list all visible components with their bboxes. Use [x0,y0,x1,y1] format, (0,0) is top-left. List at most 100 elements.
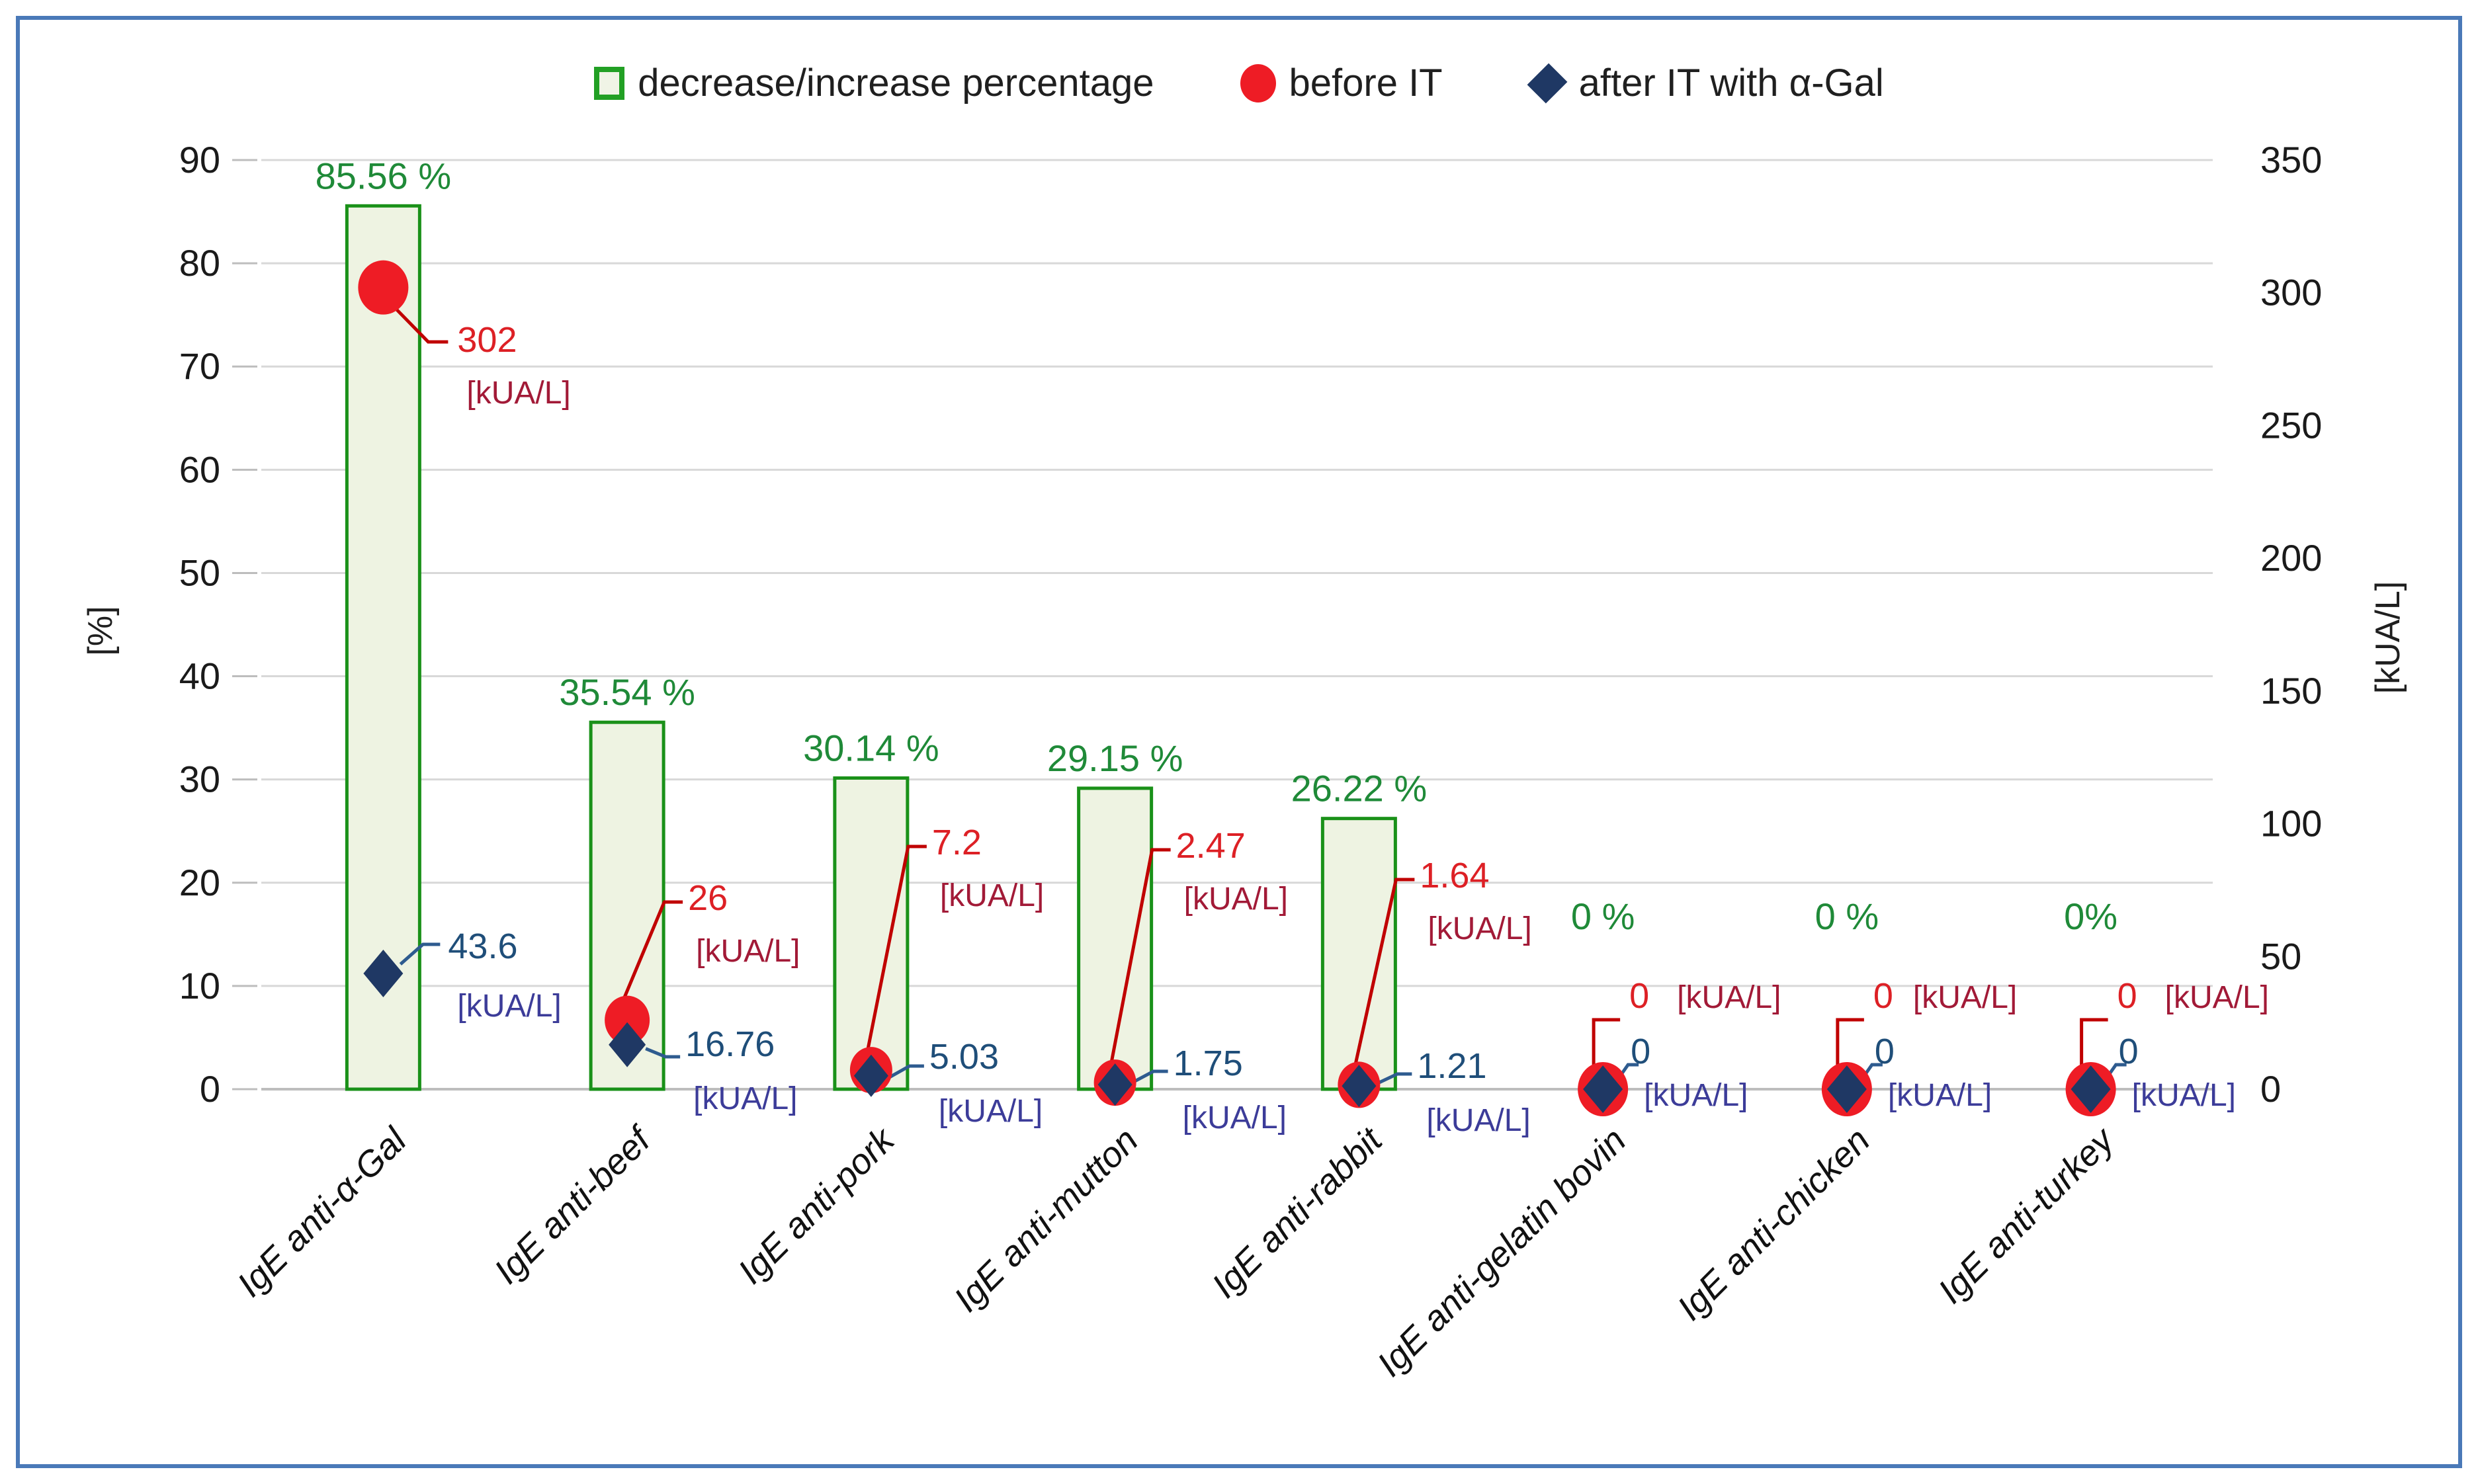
after-it-value-label: 1.21 [1417,1046,1486,1086]
legend-item-percentage[interactable]: decrease/increase percentage [594,61,1154,105]
before-it-leader-line [1353,878,1415,1067]
before-it-value-label: 0 [1629,976,1649,1016]
legend: decrease/increase percentage before IT a… [0,61,2478,105]
bar-percent-label: 30.14 % [803,727,939,768]
before-it-value-label: 1.64 [1420,856,1489,895]
after-it-value-label: 43.6 [448,927,517,966]
bar-swatch-icon [594,66,625,100]
before-it-unit-label: [kUA/L] [466,376,570,411]
figure-border [16,16,2462,1468]
after-it-marker[interactable] [1342,1065,1377,1108]
category-label: IgE anti-chicken [1670,1120,1877,1328]
after-it-unit-label: [kUA/L] [1426,1103,1530,1138]
right-axis-tick-label: 300 [2260,272,2322,313]
right-axis-tick-label: 0 [2260,1068,2281,1110]
right-axis-tick-label: 350 [2260,139,2322,181]
before-it-unit-label: [kUA/L] [1677,980,1781,1015]
category-label: IgE anti-mutton [947,1120,1146,1319]
before-it-value-label: 302 [457,320,517,360]
left-axis-tick-label: 0 [200,1068,220,1110]
right-axis-tick-label: 50 [2260,935,2301,977]
after-it-marker[interactable] [1097,1063,1132,1106]
category-label: IgE anti-α-Gal [230,1120,415,1305]
after-it-unit-label: [kUA/L] [1888,1078,1992,1113]
before-it-unit-label: [kUA/L] [1184,882,1288,917]
bar[interactable] [833,776,910,1091]
bar-percent-label: 0 % [1571,895,1635,937]
after-it-marker[interactable] [853,1054,888,1097]
right-axis-tick-label: 250 [2260,404,2322,446]
right-axis-tick-label: 150 [2260,670,2322,712]
bar-percent-label: 0 % [1815,895,1879,937]
legend-item-after-it[interactable]: after IT with α-Gal [1527,61,1884,105]
left-axis-tick-label: 90 [179,139,220,181]
before-it-leader-line [1836,1018,1864,1071]
after-it-value-label: 5.03 [929,1037,999,1077]
before-it-value-label: 26 [688,878,728,918]
after-it-unit-label: [kUA/L] [693,1081,797,1116]
category-label: IgE anti-rabbit [1205,1120,1391,1306]
left-axis-tick-label: 40 [179,655,220,697]
after-it-marker[interactable] [2071,1065,2111,1113]
before-it-unit-label: [kUA/L] [940,878,1044,913]
legend-label-percentage: decrease/increase percentage [638,62,1154,104]
left-axis-tick-label: 20 [179,862,220,903]
category-label: IgE anti-gelatin bovin [1370,1120,1634,1384]
before-it-leader-line [2080,1018,2108,1071]
before-it-marker[interactable] [605,995,650,1045]
after-it-leader-line [399,942,441,966]
bar-percent-label: 26.22 % [1291,768,1428,809]
right-axis-tick-label: 100 [2260,803,2322,845]
before-it-leader-line [1109,848,1171,1065]
after-it-value-label: 0 [2119,1032,2139,1071]
after-it-marker[interactable] [363,949,404,997]
after-it-marker[interactable] [609,1022,646,1067]
category-label: IgE anti-pork [730,1119,903,1292]
category-label: IgE anti-beef [487,1118,660,1292]
legend-label-after-it: after IT with α-Gal [1578,62,1884,104]
bar[interactable] [345,204,421,1091]
legend-label-before-it: before IT [1289,62,1443,104]
before-it-leader-line [1592,1018,1621,1071]
before-it-marker[interactable] [358,260,409,315]
circle-marker-icon [1240,63,1276,103]
right-axis-tick-label: 200 [2260,537,2322,579]
after-it-leader-line [645,1047,681,1059]
left-axis-tick-label: 10 [179,965,220,1007]
category-label: IgE anti-turkey [1931,1119,2123,1311]
bar-percent-label: 35.54 % [559,671,695,713]
after-it-unit-label: [kUA/L] [1644,1078,1748,1113]
before-it-value-label: 7.2 [932,823,982,862]
after-it-leader-line [888,1064,924,1079]
before-it-leader-line [621,900,683,1001]
bar-percent-label: 0% [2064,895,2117,937]
left-axis-tick-label: 80 [179,242,220,284]
before-it-unit-label: [kUA/L] [2165,980,2269,1015]
before-it-leader-line [865,845,927,1053]
after-it-leader-line [1132,1069,1168,1084]
after-it-value-label: 0 [1875,1032,1895,1071]
after-it-value-label: 1.75 [1174,1044,1243,1083]
after-it-unit-label: [kUA/L] [457,989,561,1024]
after-it-value-label: 16.76 [685,1024,775,1064]
after-it-leader-line [1377,1072,1412,1085]
before-it-unit-label: [kUA/L] [1428,911,1531,946]
after-it-unit-label: [kUA/L] [2132,1078,2236,1113]
after-it-marker[interactable] [1826,1065,1867,1113]
left-axis-tick-label: 60 [179,448,220,490]
bar-percent-label: 85.56 % [316,155,452,196]
left-axis-tick-label: 30 [179,759,220,800]
left-axis-tick-label: 50 [179,552,220,593]
legend-item-before-it[interactable]: before IT [1240,61,1443,105]
before-it-value-label: 0 [1873,976,1893,1016]
before-it-value-label: 2.47 [1176,826,1246,866]
before-it-value-label: 0 [2117,976,2137,1016]
left-axis-tick-label: 70 [179,345,220,387]
before-it-unit-label: [kUA/L] [696,934,800,969]
after-it-marker[interactable] [1583,1065,1623,1113]
after-it-unit-label: [kUA/L] [939,1094,1043,1129]
bar-percent-label: 29.15 % [1047,737,1183,779]
before-it-leader-line [391,304,449,344]
